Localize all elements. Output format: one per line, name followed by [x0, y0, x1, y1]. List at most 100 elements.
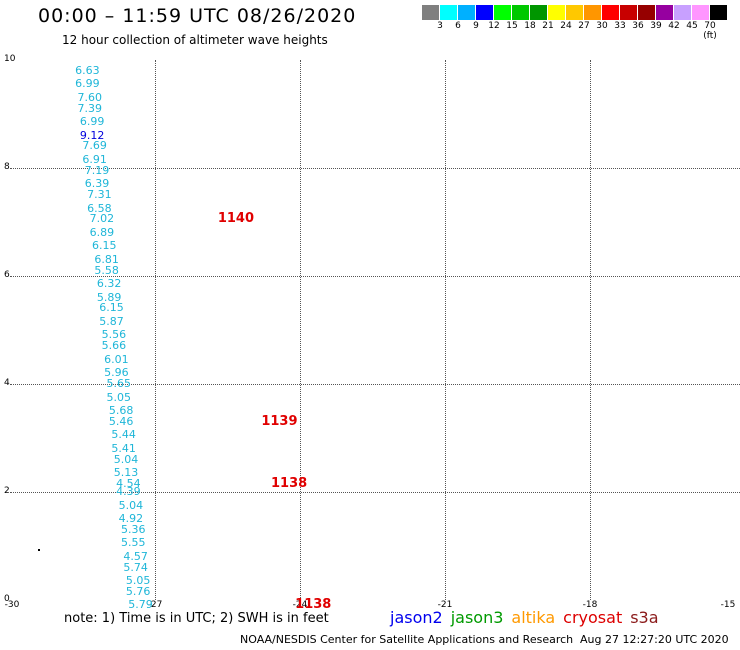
legend-swatch [692, 5, 710, 20]
wave-height-value: 6.99 [79, 115, 105, 129]
legend-swatch [530, 5, 548, 20]
legend-swatch [656, 5, 674, 20]
legend-swatch [638, 5, 656, 20]
legend-swatch [584, 5, 602, 20]
color-scale-legend [422, 5, 728, 20]
legend-swatch [710, 5, 728, 20]
legend-swatch [422, 5, 440, 20]
wave-height-value: 6.15 [92, 239, 117, 253]
wave-height-value: 5.76 [125, 584, 151, 598]
pass-number-label: 1138 [271, 475, 308, 491]
wave-height-value: 7.19 [84, 163, 110, 177]
y-tick-label: 0 [4, 594, 10, 604]
satellite-legend-item: cryosat [563, 608, 623, 627]
legend-swatch [512, 5, 530, 20]
legend-label: 30 [596, 21, 608, 31]
y-tick-label: 4 [4, 378, 10, 388]
legend-label: 12 [488, 21, 500, 31]
x-tick-label: -27 [147, 600, 163, 610]
wave-height-value: 7.02 [89, 212, 115, 226]
wave-height-value: 5.87 [99, 314, 124, 328]
y-tick-label: 2 [4, 486, 10, 496]
satellite-legend-item: s3a [630, 608, 659, 627]
map-subtitle: 12 hour collection of altimeter wave hei… [62, 33, 328, 47]
wave-height-value: 6.39 [84, 177, 110, 191]
map-title: 00:00 – 11:59 UTC 08/26/2020 [38, 5, 357, 27]
y-tick-label: 6 [4, 270, 10, 280]
wave-height-value: 5.04 [113, 452, 139, 466]
grid-line-lon [155, 60, 156, 600]
wave-height-value: 5.58 [94, 263, 119, 277]
wave-height-value: 5.68 [108, 404, 134, 417]
legend-swatch [458, 5, 476, 20]
wave-height-value: 5.13 [113, 466, 139, 480]
legend-label: 39 [650, 21, 662, 31]
x-tick-label: -21 [437, 600, 453, 610]
satellite-legend: jason2 jason3 altika cryosat s3a [390, 608, 667, 627]
satellite-legend-item: altika [511, 608, 556, 627]
wave-height-value: 5.56 [101, 328, 127, 342]
grid-line-lat [10, 492, 740, 493]
y-tick-label: 8 [4, 162, 10, 172]
x-tick-label: -30 [4, 600, 20, 610]
x-tick-label: -24 [292, 600, 308, 610]
grid-line-lat [10, 168, 740, 169]
pass-number-label: 1139 [261, 413, 298, 429]
wave-height-value: 5.96 [104, 366, 129, 380]
legend-label: 70 (ft) [703, 21, 717, 41]
wave-height-value: 5.79 [128, 598, 153, 612]
wave-height-value: 5.04 [118, 498, 144, 512]
legend-label: 18 [524, 21, 536, 31]
wave-height-value: 6.32 [96, 277, 122, 291]
legend-swatch [674, 5, 692, 20]
wave-height-value: 7.39 [77, 101, 103, 115]
legend-label: 45 [686, 21, 698, 31]
satellite-legend-item: jason3 [450, 608, 504, 627]
wave-height-value: 5.89 [96, 290, 122, 304]
pass-number-label: 1138 [295, 597, 332, 613]
wave-height-value: 7.60 [77, 90, 103, 104]
legend-label: 33 [614, 21, 626, 31]
wave-height-value: 5.36 [121, 522, 146, 536]
legend-swatch [548, 5, 566, 20]
wave-height-value: 5.05 [125, 574, 151, 588]
wave-height-value: 5.41 [111, 441, 136, 455]
legend-swatch [620, 5, 638, 20]
legend-swatch [476, 5, 494, 20]
grid-line-lat [10, 384, 740, 385]
wave-height-value: 5.46 [108, 414, 134, 428]
wave-height-value: 4.39 [116, 485, 141, 498]
footer-credit: NOAA/NESDIS Center for Satellite Applica… [240, 633, 574, 646]
satellite-legend-item: jason2 [390, 608, 443, 627]
wave-height-value: 5.66 [101, 339, 127, 353]
wave-height-value: 5.65 [106, 377, 132, 390]
wave-height-value: 5.74 [123, 560, 148, 574]
legend-label: 21 [542, 21, 554, 31]
wave-height-value: 6.91 [82, 152, 107, 166]
legend-swatch [602, 5, 620, 20]
grid-line-lat [10, 276, 740, 277]
wave-height-value: 5.05 [106, 390, 132, 404]
pass-number-label: 1140 [217, 211, 255, 227]
wave-height-value: 7.69 [82, 139, 107, 153]
legend-label: 6 [455, 21, 461, 31]
legend-swatch [494, 5, 512, 20]
wave-height-value: 5.55 [121, 536, 146, 550]
legend-swatch [440, 5, 458, 20]
y-tick-label: 10 [4, 54, 16, 64]
legend-label: 24 [560, 21, 572, 31]
wave-height-value: 7.31 [87, 188, 112, 201]
note-text: note: 1) Time is in UTC; 2) SWH is in fe… [64, 611, 329, 626]
x-tick-label: -15 [720, 600, 736, 610]
grid-line-lon [300, 60, 301, 600]
wave-height-value: 4.54 [116, 476, 141, 490]
wave-height-value: 9.12 [79, 128, 105, 142]
legend-label: 3 [437, 21, 443, 31]
wave-height-value: 6.89 [89, 225, 115, 239]
wave-height-value: 6.01 [104, 352, 129, 366]
wave-height-value: 6.63 [75, 63, 100, 77]
legend-label: 27 [578, 21, 590, 31]
wave-height-value: 6.81 [94, 252, 119, 266]
